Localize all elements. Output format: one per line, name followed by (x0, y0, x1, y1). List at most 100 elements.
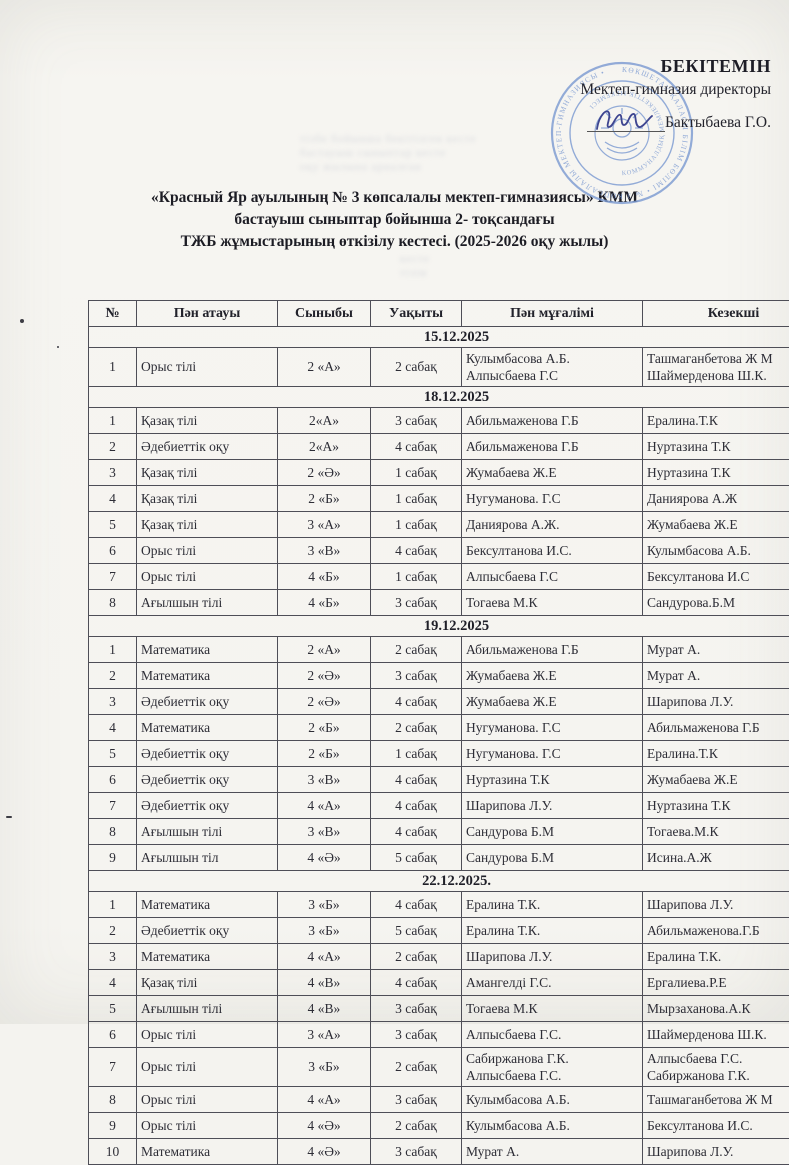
approval-title: БЕКІТЕМІН (580, 56, 771, 77)
section-date: 22.12.2025. (89, 871, 789, 892)
header-teacher: Пән мұғалімі (462, 301, 643, 327)
schedule-row: 4 Қазақ тілі 2 «Б» 1 сабақ Нугуманова. Г… (89, 486, 789, 512)
row-time: 2 сабақ (371, 1048, 462, 1087)
row-teacher: Кулымбасова А.Б. (462, 1087, 643, 1113)
row-subject: Әдебиеттік оқу (137, 767, 278, 793)
row-grade: 4 «В» (278, 996, 371, 1022)
row-time: 5 сабақ (371, 845, 462, 871)
row-time: 3 сабақ (371, 408, 462, 434)
header-time: Уақыты (371, 301, 462, 327)
row-duty: Абильмаженова.Г.Б (643, 918, 789, 944)
row-grade: 3 «В» (278, 767, 371, 793)
row-subject: Қазақ тілі (137, 512, 278, 538)
row-teacher: Сандурова Б.М (462, 819, 643, 845)
row-number: 4 (89, 970, 137, 996)
row-grade: 2«А» (278, 408, 371, 434)
row-number: 7 (89, 793, 137, 819)
row-time: 4 сабақ (371, 793, 462, 819)
schedule-row: 2 Әдебиеттік оқу 2«А» 4 сабақ Абильмажен… (89, 434, 789, 460)
row-number: 5 (89, 512, 137, 538)
row-subject: Орыс тілі (137, 1048, 278, 1087)
schedule-row: 1 Қазақ тілі 2«А» 3 сабақ Абильмаженова … (89, 408, 789, 434)
row-duty: Нуртазина Т.К (643, 434, 789, 460)
date-section-row: 22.12.2025. (89, 871, 789, 892)
row-duty: Нуртазина Т.К (643, 793, 789, 819)
row-number: 3 (89, 689, 137, 715)
row-duty: Алпысбаева Г.С.Сабиржанова Г.К. (643, 1048, 789, 1087)
row-grade: 3 «А» (278, 1022, 371, 1048)
row-time: 4 сабақ (371, 689, 462, 715)
row-grade: 4 «Б» (278, 590, 371, 616)
row-number: 9 (89, 1113, 137, 1139)
row-number: 1 (89, 637, 137, 663)
schedule-row: 1 Математика 2 «А» 2 сабақ Абильмаженова… (89, 637, 789, 663)
title-line-3: ТЖБ жұмыстарының өткізілу кестесі. (2025… (0, 231, 789, 253)
row-time: 3 сабақ (371, 1022, 462, 1048)
schedule-row: 4 Математика 2 «Б» 2 сабақ Нугуманова. Г… (89, 715, 789, 741)
row-number: 6 (89, 767, 137, 793)
row-subject: Орыс тілі (137, 538, 278, 564)
row-duty: Жумабаева Ж.Е (643, 767, 789, 793)
row-subject: Әдебиеттік оқу (137, 918, 278, 944)
row-number: 1 (89, 348, 137, 387)
schedule-row: 6 Орыс тілі 3 «А» 3 сабақ Алпысбаева Г.С… (89, 1022, 789, 1048)
row-subject: Математика (137, 663, 278, 689)
row-teacher: Жумабаева Ж.Е (462, 663, 643, 689)
row-duty: Ералина.Т.К (643, 741, 789, 767)
row-time: 1 сабақ (371, 741, 462, 767)
schedule-row: 6 Орыс тілі 3 «В» 4 сабақ Бексултанова И… (89, 538, 789, 564)
row-time: 4 сабақ (371, 892, 462, 918)
row-duty: Даниярова А.Ж (643, 486, 789, 512)
row-grade: 2 «Ә» (278, 460, 371, 486)
row-number: 9 (89, 845, 137, 871)
row-number: 5 (89, 741, 137, 767)
row-subject: Математика (137, 1139, 278, 1165)
scan-artifact (57, 346, 59, 348)
row-time: 4 сабақ (371, 819, 462, 845)
schedule-row: 2 Математика 2 «Ә» 3 сабақ Жумабаева Ж.Е… (89, 663, 789, 689)
row-teacher: Нугуманова. Г.С (462, 741, 643, 767)
row-grade: 2 «Ә» (278, 663, 371, 689)
row-grade: 3 «В» (278, 819, 371, 845)
schedule-table: № Пән атауы Сыныбы Уақыты Пән мұғалімі К… (88, 300, 789, 1165)
schedule-row: 7 Орыс тілі 3 «Б» 2 сабақ Сабиржанова Г.… (89, 1048, 789, 1087)
schedule-row: 3 Математика 4 «А» 2 сабақ Шарипова Л.У.… (89, 944, 789, 970)
signature-line (587, 101, 665, 132)
header-grade: Сыныбы (278, 301, 371, 327)
row-teacher: Алпысбаева Г.С. (462, 1022, 643, 1048)
row-time: 1 сабақ (371, 512, 462, 538)
row-time: 3 сабақ (371, 1139, 462, 1165)
row-duty: Бексултанова И.С. (643, 1113, 789, 1139)
row-duty: Шаймерденова Ш.К. (643, 1022, 789, 1048)
row-grade: 4 «А» (278, 793, 371, 819)
row-duty: Шарипова Л.У. (643, 892, 789, 918)
row-subject: Ағылшын тілі (137, 819, 278, 845)
date-section-row: 18.12.2025 (89, 387, 789, 408)
row-duty: Сандурова.Б.М (643, 590, 789, 616)
row-subject: Орыс тілі (137, 1022, 278, 1048)
row-subject: Әдебиеттік оқу (137, 689, 278, 715)
schedule-row: 9 Ағылшын тіл 4 «Ә» 5 сабақ Сандурова Б.… (89, 845, 789, 871)
row-grade: 2 «Б» (278, 741, 371, 767)
row-teacher: Шарипова Л.У. (462, 793, 643, 819)
row-subject: Қазақ тілі (137, 460, 278, 486)
row-subject: Математика (137, 944, 278, 970)
row-subject: Ағылшын тіл (137, 845, 278, 871)
row-number: 3 (89, 944, 137, 970)
schedule-row: 8 Орыс тілі 4 «А» 3 сабақ Кулымбасова А.… (89, 1087, 789, 1113)
row-grade: 2 «А» (278, 637, 371, 663)
schedule-row: 5 Қазақ тілі 3 «А» 1 сабақ Даниярова А.Ж… (89, 512, 789, 538)
row-duty: Кулымбасова А.Б. (643, 538, 789, 564)
row-time: 4 сабақ (371, 538, 462, 564)
table-header-row: № Пән атауы Сыныбы Уақыты Пән мұғалімі К… (89, 301, 789, 327)
row-time: 4 сабақ (371, 434, 462, 460)
row-duty: Исина.А.Ж (643, 845, 789, 871)
row-duty: Абильмаженова Г.Б (643, 715, 789, 741)
date-section-row: 19.12.2025 (89, 616, 789, 637)
row-number: 8 (89, 1087, 137, 1113)
row-teacher: Кулымбасова А.Б.Алпысбаева Г.С (462, 348, 643, 387)
row-time: 2 сабақ (371, 715, 462, 741)
schedule-row: 9 Орыс тілі 4 «Ә» 2 сабақ Кулымбасова А.… (89, 1113, 789, 1139)
row-teacher: Ералина Т.К. (462, 918, 643, 944)
